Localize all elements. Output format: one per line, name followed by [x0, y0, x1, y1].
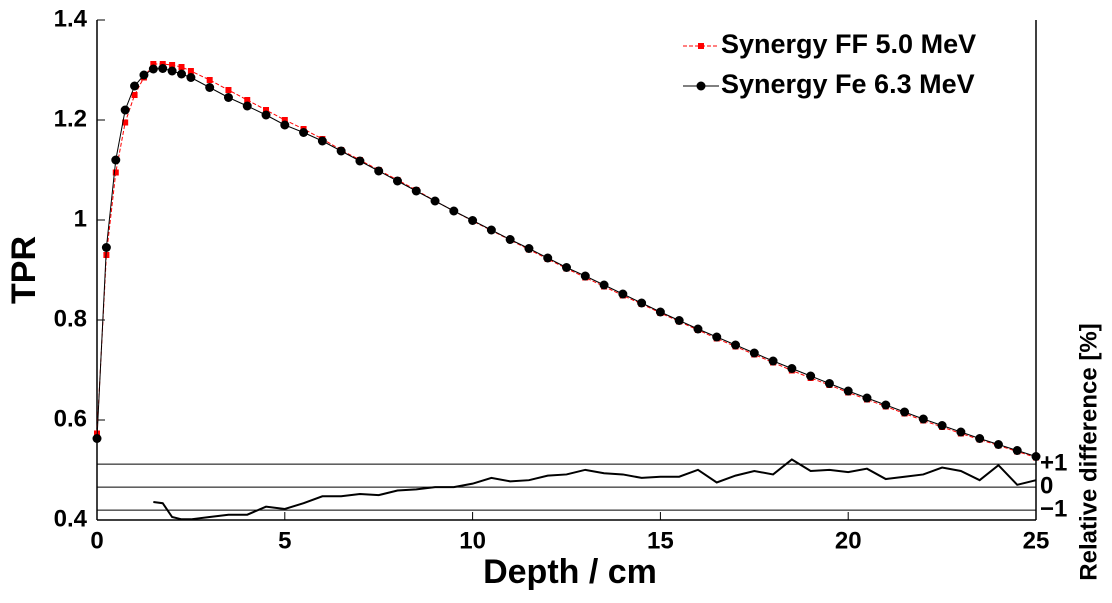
data-point — [92, 434, 102, 443]
y2-tick-label: 0 — [1040, 472, 1053, 499]
data-point — [280, 120, 290, 130]
legend-marker — [698, 43, 704, 49]
x-tick-label: 5 — [278, 527, 291, 554]
data-point — [580, 271, 590, 281]
data-point — [430, 196, 440, 206]
data-point — [317, 136, 327, 146]
data-point — [169, 62, 176, 68]
data-point — [299, 128, 309, 137]
y2-tick-label: +1 — [1040, 449, 1067, 476]
data-point — [355, 156, 365, 166]
data-point — [131, 92, 138, 98]
data-point — [374, 166, 384, 176]
data-point — [618, 289, 628, 299]
data-point — [130, 81, 140, 91]
data-point — [674, 316, 684, 325]
data-point — [261, 110, 271, 120]
data-point — [120, 105, 130, 115]
data-point — [186, 73, 196, 82]
data-point — [158, 64, 168, 73]
data-point — [112, 169, 119, 176]
x-tick-label: 15 — [647, 527, 674, 554]
data-point — [101, 243, 111, 252]
x-tick-label: 25 — [1023, 527, 1050, 554]
data-point — [177, 69, 187, 79]
y-tick-label: 0.8 — [54, 305, 87, 332]
x-tick-label: 20 — [835, 527, 862, 554]
legend-label: Synergy FF 5.0 MeV — [721, 29, 976, 59]
data-point — [449, 206, 459, 216]
data-point — [693, 324, 703, 334]
series-line — [153, 458, 1037, 521]
data-point — [731, 340, 741, 350]
data-point — [206, 77, 213, 83]
data-point — [205, 83, 215, 92]
data-point — [768, 356, 778, 366]
data-point — [336, 146, 346, 156]
data-point — [139, 70, 149, 80]
data-point — [1012, 446, 1022, 455]
x-axis-label: Depth / cm — [483, 553, 657, 591]
x-tick-label: 10 — [459, 527, 486, 554]
y-tick-label: 1.4 — [54, 5, 88, 32]
data-point — [975, 434, 985, 443]
data-point — [524, 244, 534, 253]
data-point — [244, 97, 251, 103]
data-point — [178, 64, 185, 70]
data-point — [900, 407, 910, 417]
data-point — [843, 386, 853, 396]
data-point — [150, 61, 157, 67]
data-point — [562, 263, 571, 272]
data-point — [242, 101, 252, 111]
y-tick-label: 1 — [74, 205, 87, 232]
data-point — [993, 440, 1003, 449]
data-point — [468, 216, 478, 225]
data-point — [881, 400, 891, 410]
y-tick-label: 1.2 — [54, 105, 87, 132]
data-point — [486, 225, 496, 235]
data-point — [862, 393, 872, 403]
data-point — [167, 66, 177, 76]
legend-marker — [696, 81, 706, 91]
data-point — [787, 364, 797, 373]
data-point — [148, 64, 158, 74]
data-point — [543, 253, 553, 263]
y-tick-label: 0.6 — [54, 405, 87, 432]
data-point — [655, 307, 665, 317]
data-point — [505, 235, 515, 244]
data-point — [187, 68, 194, 74]
y2-axis-label: Relative difference [%] — [1075, 323, 1102, 580]
y2-tick-label: −1 — [1040, 495, 1067, 522]
data-point — [281, 117, 288, 123]
data-point — [225, 87, 232, 93]
data-point — [599, 280, 609, 290]
x-tick-label: 0 — [90, 527, 103, 554]
data-point — [122, 119, 129, 126]
data-point — [223, 93, 233, 102]
data-point — [392, 176, 402, 186]
data-point — [956, 427, 966, 437]
data-point — [918, 414, 928, 424]
y-tick-label: 0.4 — [54, 505, 88, 532]
y-axis-label: TPR — [5, 236, 43, 304]
data-point — [806, 371, 816, 381]
data-point — [712, 332, 722, 342]
data-point — [749, 348, 759, 358]
data-point — [824, 379, 834, 388]
data-point — [937, 421, 947, 430]
data-point — [111, 155, 121, 165]
data-point — [1031, 452, 1041, 461]
legend-label: Synergy Fe 6.3 MeV — [721, 69, 975, 99]
series-line — [96, 67, 1037, 457]
series-line — [96, 63, 1037, 458]
data-point — [411, 186, 421, 196]
data-point — [637, 298, 647, 308]
data-point — [263, 107, 270, 113]
